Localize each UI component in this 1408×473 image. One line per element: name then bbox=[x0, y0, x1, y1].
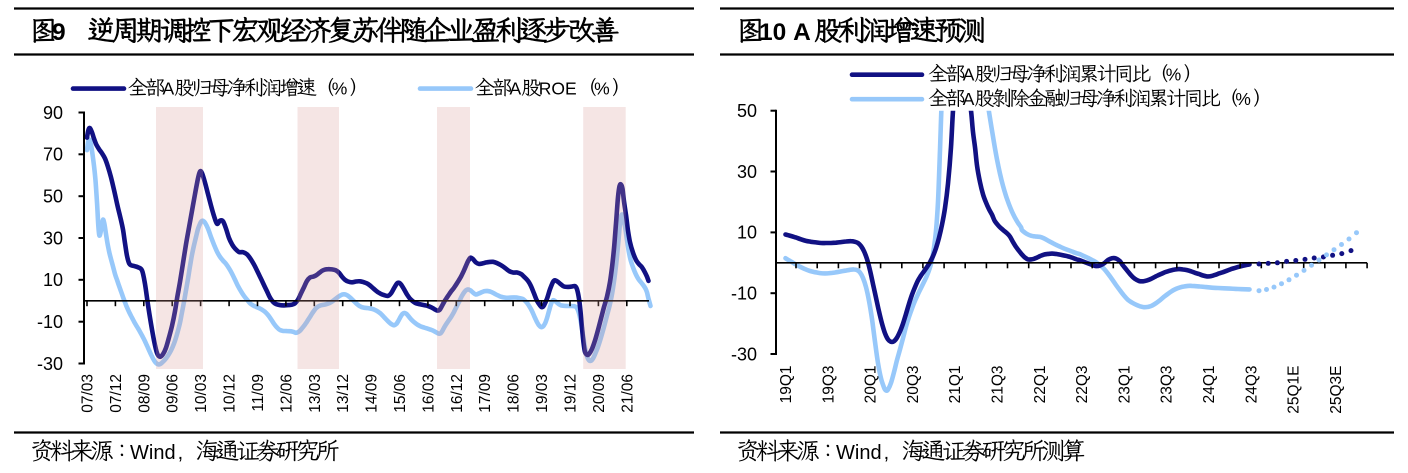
svg-text:11/09: 11/09 bbox=[250, 374, 267, 412]
svg-text:07/12: 07/12 bbox=[108, 374, 125, 413]
svg-text:19/12: 19/12 bbox=[563, 374, 580, 413]
svg-text:22Q3: 22Q3 bbox=[1074, 366, 1091, 404]
svg-text:30: 30 bbox=[737, 162, 757, 182]
svg-text:30: 30 bbox=[43, 228, 63, 248]
svg-text:A: A bbox=[963, 65, 975, 85]
svg-text:22Q1: 22Q1 bbox=[1032, 366, 1049, 404]
svg-text:24Q3: 24Q3 bbox=[1243, 366, 1260, 404]
svg-text:A: A bbox=[510, 79, 522, 99]
svg-text:90: 90 bbox=[43, 103, 63, 123]
svg-text:16/03: 16/03 bbox=[420, 374, 437, 413]
svg-text:24Q1: 24Q1 bbox=[1201, 366, 1218, 404]
svg-text:10/03: 10/03 bbox=[193, 374, 210, 413]
svg-text:20Q3: 20Q3 bbox=[905, 366, 922, 404]
svg-text:21Q3: 21Q3 bbox=[990, 366, 1007, 404]
svg-text:A: A bbox=[163, 79, 175, 99]
svg-text:70: 70 bbox=[43, 145, 63, 165]
svg-text:%: % bbox=[1235, 89, 1250, 109]
svg-text:50: 50 bbox=[43, 187, 63, 207]
svg-text:13/12: 13/12 bbox=[335, 374, 352, 413]
svg-text:08/09: 08/09 bbox=[136, 374, 153, 413]
svg-text:-30: -30 bbox=[37, 354, 63, 374]
svg-text:,: , bbox=[178, 442, 184, 464]
svg-text:23Q1: 23Q1 bbox=[1116, 366, 1133, 404]
svg-text:21Q1: 21Q1 bbox=[947, 366, 964, 404]
svg-text:19Q1: 19Q1 bbox=[778, 366, 795, 404]
svg-text:%: % bbox=[1166, 65, 1181, 85]
svg-text:Wind: Wind bbox=[130, 442, 176, 464]
svg-text:25Q1E: 25Q1E bbox=[1286, 366, 1303, 414]
svg-text:A: A bbox=[963, 89, 975, 109]
svg-text:21/06: 21/06 bbox=[619, 374, 636, 413]
svg-text:18/06: 18/06 bbox=[506, 374, 523, 413]
svg-text:50: 50 bbox=[737, 101, 757, 121]
svg-text:09/06: 09/06 bbox=[165, 374, 182, 413]
svg-text:20/09: 20/09 bbox=[591, 374, 608, 413]
svg-text:19/03: 19/03 bbox=[534, 374, 551, 413]
svg-text:16/12: 16/12 bbox=[449, 374, 466, 413]
svg-text:14/09: 14/09 bbox=[364, 374, 381, 413]
svg-text:25Q3E: 25Q3E bbox=[1328, 366, 1345, 414]
svg-text:13/03: 13/03 bbox=[307, 374, 324, 413]
svg-text:17/09: 17/09 bbox=[477, 374, 494, 413]
svg-text:07/03: 07/03 bbox=[80, 374, 97, 413]
svg-text:10: 10 bbox=[759, 19, 786, 46]
svg-text:23Q3: 23Q3 bbox=[1159, 366, 1176, 404]
svg-text:ROE: ROE bbox=[539, 79, 577, 99]
svg-text:10: 10 bbox=[43, 270, 63, 290]
svg-text:-10: -10 bbox=[731, 284, 757, 304]
svg-text:,: , bbox=[884, 442, 890, 464]
svg-text:Wind: Wind bbox=[836, 442, 882, 464]
svg-text:15/06: 15/06 bbox=[392, 374, 409, 413]
svg-text:9: 9 bbox=[52, 19, 66, 46]
svg-text:%: % bbox=[594, 79, 610, 99]
svg-text:20Q1: 20Q1 bbox=[863, 366, 880, 404]
svg-text:%: % bbox=[332, 79, 348, 99]
svg-text:-10: -10 bbox=[37, 312, 63, 332]
svg-text:19Q3: 19Q3 bbox=[820, 366, 837, 404]
svg-text:10: 10 bbox=[737, 223, 757, 243]
svg-text:-30: -30 bbox=[731, 344, 757, 364]
svg-text:10/12: 10/12 bbox=[222, 374, 239, 413]
svg-text:A: A bbox=[793, 19, 811, 46]
svg-text:12/06: 12/06 bbox=[278, 374, 295, 413]
